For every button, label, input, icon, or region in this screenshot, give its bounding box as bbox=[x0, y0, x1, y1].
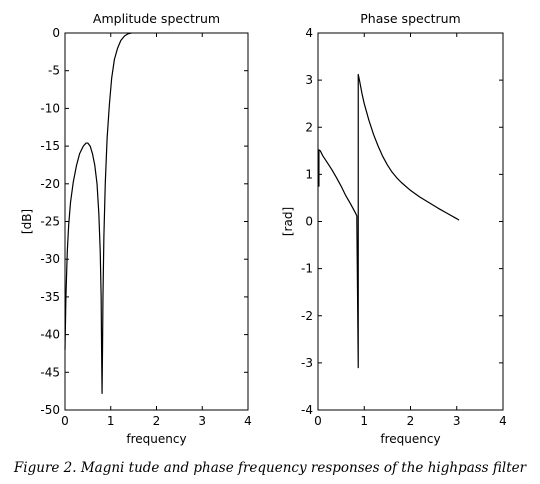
phase-x-tick-label: 2 bbox=[407, 414, 415, 428]
amplitude-y-tick-label: -10 bbox=[40, 101, 60, 115]
amplitude-y-tick-label: -15 bbox=[40, 139, 60, 153]
phase-chart: 0 1 2 3 4 4 3 2 1 0 -1 -2 -3 -4 Phase spectrum frequenc… bbox=[281, 11, 507, 446]
amplitude-y-axis-label: [dB] bbox=[20, 209, 34, 234]
phase-x-axis-label: frequency bbox=[380, 432, 440, 446]
amplitude-y-tick-label: -35 bbox=[40, 290, 60, 304]
phase-y-tick-label: -1 bbox=[301, 262, 313, 276]
phase-x-tick-label: 0 bbox=[314, 414, 322, 428]
phase-chart-title: Phase spectrum bbox=[360, 11, 460, 26]
phase-plot-frame bbox=[317, 32, 504, 411]
amplitude-x-axis-label: frequency bbox=[126, 432, 186, 446]
amplitude-y-tick-label: -5 bbox=[48, 64, 60, 78]
amplitude-y-tick-label: -25 bbox=[40, 215, 60, 229]
phase-y-tick-label: 1 bbox=[305, 167, 313, 181]
phase-y-tick-label: 0 bbox=[305, 215, 313, 229]
phase-y-tick-label: 4 bbox=[305, 26, 313, 40]
amplitude-plot-frame bbox=[64, 32, 249, 411]
amplitude-y-tick-label: -40 bbox=[40, 328, 60, 342]
phase-y-axis-label: [rad] bbox=[281, 207, 295, 236]
amplitude-y-tick-label: -45 bbox=[40, 365, 60, 379]
phase-x-tick-label: 3 bbox=[453, 414, 461, 428]
amplitude-x-tick-label: 0 bbox=[61, 414, 69, 428]
phase-y-tick-label: -3 bbox=[301, 356, 313, 370]
phase-x-tick-label: 1 bbox=[360, 414, 368, 428]
phase-y-tick-label: 3 bbox=[305, 73, 313, 87]
phase-y-tick-label: 2 bbox=[305, 120, 313, 134]
amplitude-y-tick-label: -20 bbox=[40, 177, 60, 191]
amplitude-y-tick-label: -50 bbox=[40, 403, 60, 417]
figure-caption: Figure 2. Magni tude and phase frequency… bbox=[13, 460, 527, 476]
phase-y-tick-label: -2 bbox=[301, 309, 313, 323]
amplitude-y-tick-label: -30 bbox=[40, 252, 60, 266]
amplitude-chart: 0 1 2 3 4 0 -5 -10 -15 -20 -25 -30 -35 -40 -45 -50 Ampli… bbox=[20, 11, 252, 446]
amplitude-chart-title: Amplitude spectrum bbox=[93, 11, 220, 26]
amplitude-x-tick-label: 1 bbox=[107, 414, 115, 428]
amplitude-x-tick-label: 4 bbox=[244, 414, 252, 428]
amplitude-x-tick-label: 2 bbox=[153, 414, 161, 428]
phase-series-line bbox=[318, 73, 460, 369]
phase-x-tick-label: 4 bbox=[499, 414, 507, 428]
amplitude-y-tick-label: 0 bbox=[52, 26, 60, 40]
phase-y-tick-label: -4 bbox=[301, 403, 313, 417]
amplitude-series-line bbox=[64, 32, 132, 395]
amplitude-x-tick-label: 3 bbox=[198, 414, 206, 428]
